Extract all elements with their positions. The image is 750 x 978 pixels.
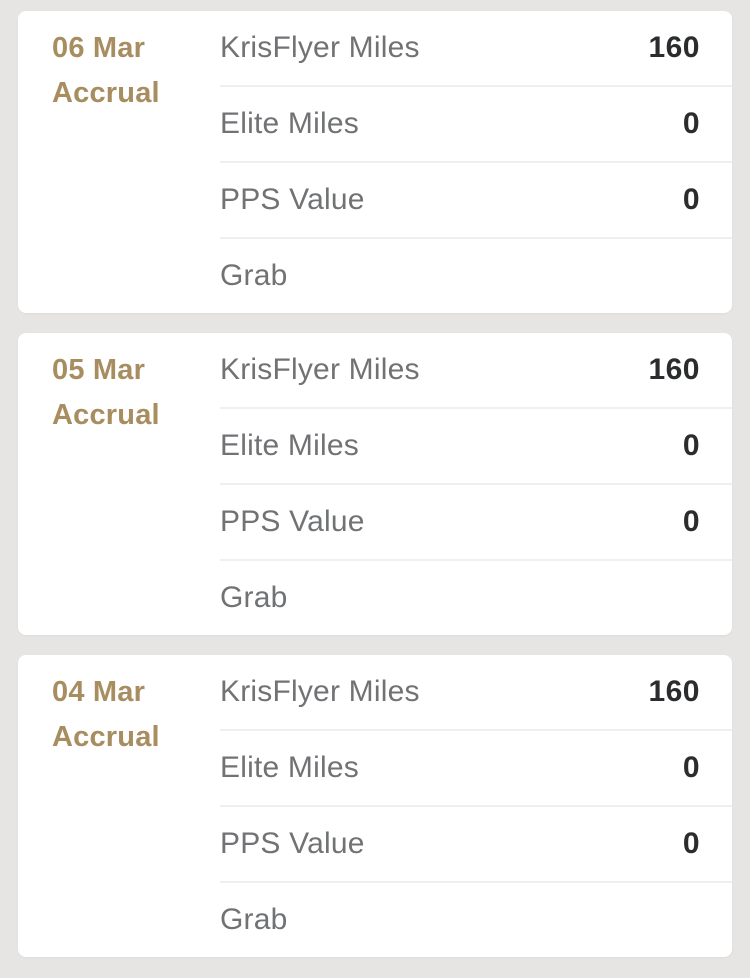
- transaction-date: 06 Mar: [52, 32, 146, 64]
- transaction-date: 05 Mar: [52, 354, 146, 386]
- pps-value-value: 0: [682, 827, 700, 860]
- krisflyer-miles-row: KrisFlyer Miles 160: [220, 333, 732, 409]
- pps-value-row: PPS Value 0: [220, 485, 732, 561]
- transaction-type: Accrual: [52, 399, 160, 431]
- pps-value-label: PPS Value: [220, 505, 365, 538]
- pps-value-row: PPS Value 0: [220, 807, 732, 883]
- krisflyer-miles-value: 160: [648, 31, 700, 64]
- krisflyer-miles-label: KrisFlyer Miles: [220, 31, 420, 64]
- transaction-date-block: 04 Mar Accrual: [18, 655, 220, 957]
- transaction-card[interactable]: 04 Mar Accrual KrisFlyer Miles 160 Elite…: [18, 655, 732, 957]
- partner-name-label: Grab: [220, 581, 288, 614]
- elite-miles-label: Elite Miles: [220, 429, 359, 462]
- transaction-date-block: 05 Mar Accrual: [18, 333, 220, 635]
- krisflyer-miles-value: 160: [648, 675, 700, 708]
- partner-name-label: Grab: [220, 259, 288, 292]
- krisflyer-miles-value: 160: [648, 353, 700, 386]
- transaction-detail-rows: KrisFlyer Miles 160 Elite Miles 0 PPS Va…: [220, 11, 732, 313]
- transaction-type: Accrual: [52, 77, 160, 109]
- pps-value-label: PPS Value: [220, 827, 365, 860]
- pps-value-value: 0: [682, 183, 700, 216]
- krisflyer-miles-row: KrisFlyer Miles 160: [220, 11, 732, 87]
- krisflyer-miles-label: KrisFlyer Miles: [220, 353, 420, 386]
- partner-row: Grab: [220, 561, 732, 635]
- transaction-detail-rows: KrisFlyer Miles 160 Elite Miles 0 PPS Va…: [220, 655, 732, 957]
- elite-miles-value: 0: [682, 751, 700, 784]
- partner-row: Grab: [220, 239, 732, 313]
- transaction-type: Accrual: [52, 721, 160, 753]
- pps-value-value: 0: [682, 505, 700, 538]
- elite-miles-row: Elite Miles 0: [220, 731, 732, 807]
- elite-miles-label: Elite Miles: [220, 751, 359, 784]
- elite-miles-value: 0: [682, 107, 700, 140]
- transaction-detail-rows: KrisFlyer Miles 160 Elite Miles 0 PPS Va…: [220, 333, 732, 635]
- elite-miles-label: Elite Miles: [220, 107, 359, 140]
- krisflyer-miles-label: KrisFlyer Miles: [220, 675, 420, 708]
- elite-miles-row: Elite Miles 0: [220, 87, 732, 163]
- elite-miles-row: Elite Miles 0: [220, 409, 732, 485]
- pps-value-row: PPS Value 0: [220, 163, 732, 239]
- elite-miles-value: 0: [682, 429, 700, 462]
- transaction-date-block: 06 Mar Accrual: [18, 11, 220, 313]
- partner-row: Grab: [220, 883, 732, 957]
- krisflyer-miles-row: KrisFlyer Miles 160: [220, 655, 732, 731]
- pps-value-label: PPS Value: [220, 183, 365, 216]
- transaction-card[interactable]: 06 Mar Accrual KrisFlyer Miles 160 Elite…: [18, 11, 732, 313]
- transaction-card[interactable]: 05 Mar Accrual KrisFlyer Miles 160 Elite…: [18, 333, 732, 635]
- transaction-date: 04 Mar: [52, 676, 146, 708]
- partner-name-label: Grab: [220, 903, 288, 936]
